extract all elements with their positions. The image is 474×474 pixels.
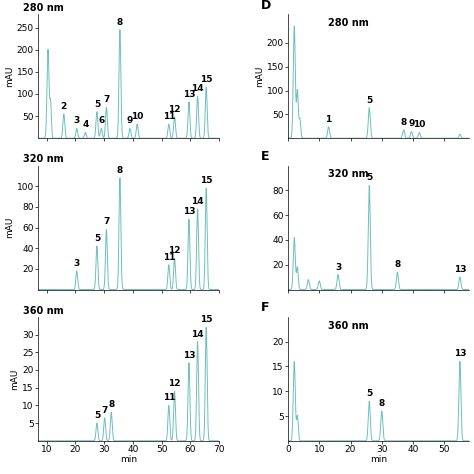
Text: 6: 6 xyxy=(98,117,104,126)
Text: 8: 8 xyxy=(401,118,407,127)
Text: 320 nm: 320 nm xyxy=(23,154,64,164)
Text: 5: 5 xyxy=(366,173,373,182)
Text: 280 nm: 280 nm xyxy=(23,3,64,13)
Text: 8: 8 xyxy=(394,260,401,269)
Text: 5: 5 xyxy=(366,96,373,105)
Y-axis label: mAU: mAU xyxy=(10,368,19,390)
Text: 320 nm: 320 nm xyxy=(328,169,368,179)
Text: 13: 13 xyxy=(182,90,195,99)
Text: 7: 7 xyxy=(103,95,109,104)
Text: 8: 8 xyxy=(108,401,114,410)
Text: 5: 5 xyxy=(94,100,100,109)
Text: 13: 13 xyxy=(182,351,195,360)
Text: 2: 2 xyxy=(61,102,67,111)
Text: 7: 7 xyxy=(103,218,109,227)
Text: 14: 14 xyxy=(191,329,204,338)
Text: 11: 11 xyxy=(163,253,175,262)
Text: 15: 15 xyxy=(200,75,212,84)
Text: 14: 14 xyxy=(191,84,204,93)
Text: E: E xyxy=(261,150,269,163)
Text: 13: 13 xyxy=(182,207,195,216)
Text: 13: 13 xyxy=(454,265,466,274)
Text: 1: 1 xyxy=(326,115,332,124)
Text: 12: 12 xyxy=(168,379,181,388)
Text: 360 nm: 360 nm xyxy=(23,306,64,316)
Text: 11: 11 xyxy=(163,112,175,121)
Text: 8: 8 xyxy=(117,18,123,27)
Y-axis label: mAU: mAU xyxy=(5,217,14,238)
Text: 7: 7 xyxy=(101,406,108,415)
Text: 3: 3 xyxy=(335,263,341,272)
Text: 9: 9 xyxy=(127,117,133,126)
Text: 3: 3 xyxy=(73,117,80,126)
Text: 8: 8 xyxy=(117,166,123,175)
Text: 12: 12 xyxy=(168,246,181,255)
Text: 5: 5 xyxy=(94,234,100,243)
X-axis label: min: min xyxy=(370,456,387,465)
Text: 8: 8 xyxy=(379,399,385,408)
Text: 12: 12 xyxy=(168,105,181,114)
Text: 10: 10 xyxy=(131,112,143,121)
Text: 280 nm: 280 nm xyxy=(328,18,369,28)
Text: 360 nm: 360 nm xyxy=(328,320,368,330)
Text: D: D xyxy=(261,0,271,12)
Y-axis label: mAU: mAU xyxy=(255,65,264,87)
Text: 14: 14 xyxy=(191,197,204,206)
Text: 13: 13 xyxy=(454,349,466,358)
Text: F: F xyxy=(261,301,269,314)
Text: 4: 4 xyxy=(82,120,89,129)
Text: 15: 15 xyxy=(200,176,212,185)
Text: 15: 15 xyxy=(200,315,212,324)
Text: 5: 5 xyxy=(94,411,100,420)
X-axis label: min: min xyxy=(120,456,137,465)
Text: 9: 9 xyxy=(408,119,415,128)
Text: 10: 10 xyxy=(413,120,426,129)
Text: 5: 5 xyxy=(366,389,373,398)
Y-axis label: mAU: mAU xyxy=(5,65,14,87)
Text: 11: 11 xyxy=(163,393,175,402)
Text: 3: 3 xyxy=(73,259,80,268)
